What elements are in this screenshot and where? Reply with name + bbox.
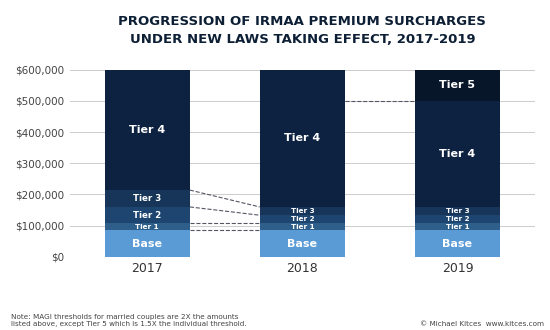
Bar <box>415 101 500 207</box>
Bar <box>260 70 345 207</box>
Bar <box>104 70 190 190</box>
Text: Tier 4: Tier 4 <box>284 133 321 143</box>
Bar <box>415 70 500 101</box>
Text: Tier 2: Tier 2 <box>133 211 161 220</box>
Title: PROGRESSION OF IRMAA PREMIUM SURCHARGES
UNDER NEW LAWS TAKING EFFECT, 2017-2019: PROGRESSION OF IRMAA PREMIUM SURCHARGES … <box>118 15 486 46</box>
Bar <box>104 207 190 223</box>
Bar <box>260 223 345 230</box>
Text: Tier 3: Tier 3 <box>290 208 314 214</box>
Text: Tier 2: Tier 2 <box>290 216 314 222</box>
Text: Tier 2: Tier 2 <box>446 216 469 222</box>
Bar <box>415 215 500 223</box>
Bar <box>415 223 500 230</box>
Bar <box>260 207 345 215</box>
Text: Base: Base <box>442 239 472 248</box>
Bar <box>260 230 345 257</box>
Text: Base: Base <box>287 239 317 248</box>
Text: Tier 1: Tier 1 <box>135 224 159 230</box>
Text: Tier 5: Tier 5 <box>439 80 475 90</box>
Text: Tier 4: Tier 4 <box>439 149 476 159</box>
Bar <box>104 190 190 207</box>
Text: Tier 3: Tier 3 <box>133 194 161 203</box>
Text: Tier 1: Tier 1 <box>290 224 314 230</box>
Text: Tier 1: Tier 1 <box>446 224 469 230</box>
Text: Base: Base <box>132 239 162 248</box>
Bar <box>104 223 190 230</box>
Text: Tier 3: Tier 3 <box>446 208 469 214</box>
Bar <box>104 230 190 257</box>
Text: © Michael Kitces  www.kitces.com: © Michael Kitces www.kitces.com <box>421 321 544 327</box>
Text: Tier 4: Tier 4 <box>129 125 166 135</box>
Bar <box>415 230 500 257</box>
Text: Note: MAGI thresholds for married couples are 2X the amounts
listed above, excep: Note: MAGI thresholds for married couple… <box>11 314 246 327</box>
Bar <box>415 207 500 215</box>
Bar <box>260 215 345 223</box>
